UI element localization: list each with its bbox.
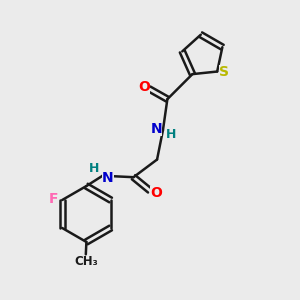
Text: N: N	[151, 122, 162, 136]
Text: N: N	[102, 171, 114, 185]
Text: S: S	[219, 64, 229, 79]
Text: O: O	[150, 186, 162, 200]
Text: CH₃: CH₃	[74, 255, 98, 268]
Text: H: H	[89, 162, 100, 175]
Text: O: O	[138, 80, 150, 94]
Text: H: H	[166, 128, 176, 141]
Text: F: F	[49, 191, 58, 206]
